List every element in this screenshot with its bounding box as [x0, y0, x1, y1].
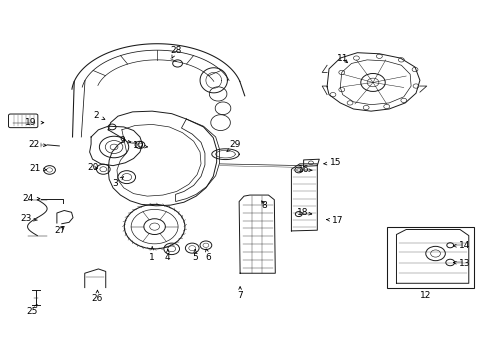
Text: 3: 3 — [113, 177, 123, 188]
Text: 13: 13 — [453, 259, 470, 268]
Text: 10: 10 — [133, 141, 147, 150]
Text: 5: 5 — [192, 249, 198, 262]
Bar — [387, 226, 474, 288]
Text: 23: 23 — [21, 214, 37, 223]
Text: 26: 26 — [92, 290, 103, 303]
Text: 4: 4 — [165, 249, 171, 262]
Text: 24: 24 — [22, 194, 40, 203]
Text: 25: 25 — [27, 304, 38, 316]
Text: 15: 15 — [324, 158, 341, 167]
Text: 21: 21 — [29, 164, 47, 173]
Text: 27: 27 — [54, 226, 66, 235]
Text: 17: 17 — [326, 216, 343, 225]
Text: 29: 29 — [227, 140, 241, 152]
Text: 19: 19 — [25, 118, 44, 127]
Text: 16: 16 — [298, 166, 312, 175]
Text: 18: 18 — [297, 208, 312, 217]
Text: 6: 6 — [205, 249, 211, 262]
Text: 1: 1 — [149, 247, 155, 262]
Text: 12: 12 — [420, 291, 432, 300]
Text: 9: 9 — [119, 136, 131, 145]
Text: 11: 11 — [337, 54, 348, 63]
Text: 20: 20 — [87, 163, 98, 172]
Text: 22: 22 — [28, 140, 46, 149]
Text: 8: 8 — [262, 201, 268, 210]
Text: 14: 14 — [453, 241, 470, 250]
Text: 2: 2 — [93, 111, 105, 120]
Text: 7: 7 — [237, 287, 243, 300]
Text: 28: 28 — [170, 46, 181, 58]
